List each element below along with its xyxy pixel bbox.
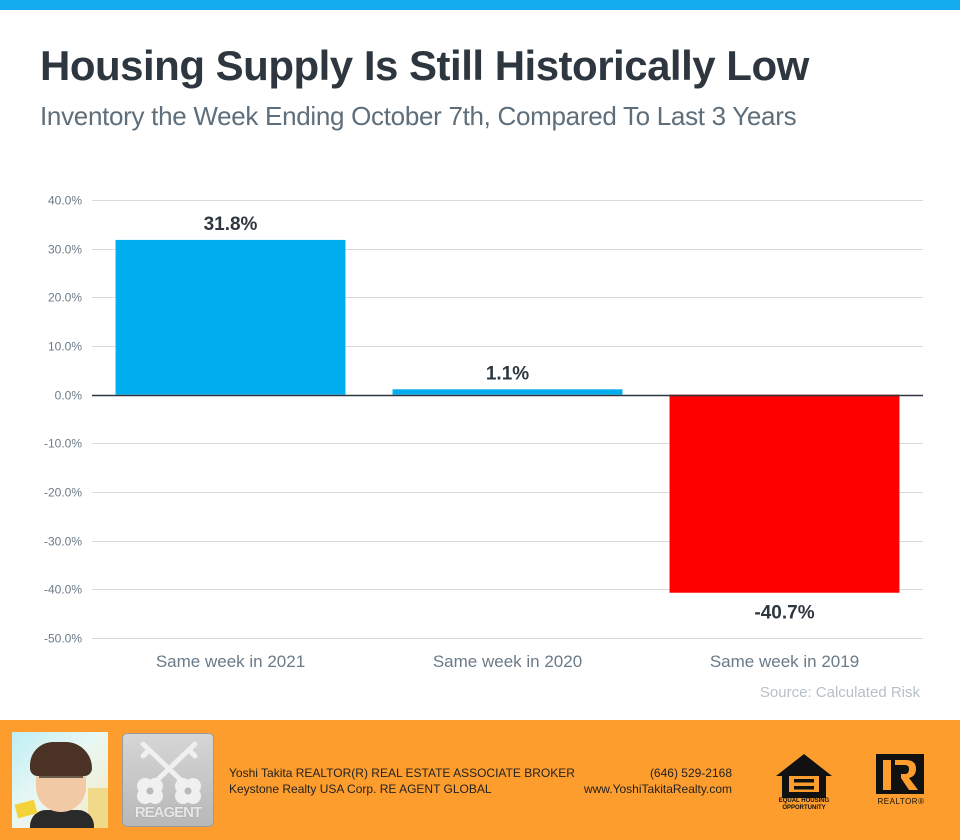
agent-website-link[interactable]: www.YoshiTakitaRealty.com	[583, 782, 732, 796]
photo-glasses	[39, 776, 83, 786]
data-label: 1.1%	[486, 363, 529, 384]
y-tick-label: -40.0%	[44, 583, 82, 597]
x-category-label: Same week in 2019	[710, 652, 859, 671]
y-axis-ticks: 40.0% 30.0% 20.0% 10.0% 0.0% -10.0% -20.0% -30.…	[44, 194, 82, 646]
photo-hair	[30, 742, 92, 776]
data-label: 31.8%	[204, 214, 258, 235]
y-tick-label: -50.0%	[44, 632, 82, 646]
photo-house	[88, 788, 108, 828]
agent-contact: (646) 529-2168 www.YoshiTakitaRealty.com	[584, 765, 732, 797]
bar	[669, 394, 900, 593]
equal-housing-text-line1: EQUAL HOUSING	[778, 798, 830, 804]
bar-chart: 40.0% 30.0% 20.0% 10.0% 0.0% -10.0% -20.0% -30.…	[44, 194, 923, 671]
y-tick-label: -30.0%	[44, 535, 82, 549]
agent-name-line: Yoshi Takita REALTOR(R) REAL ESTATE ASSO…	[229, 766, 575, 780]
bar	[115, 239, 346, 395]
realtor-icon	[876, 754, 924, 794]
y-tick-label: -20.0%	[44, 486, 82, 500]
y-tick-label: 30.0%	[48, 243, 82, 257]
top-stripe	[0, 0, 960, 10]
y-tick-label: 20.0%	[48, 291, 82, 305]
data-label: -40.7%	[754, 603, 814, 624]
page-subtitle: Inventory the Week Ending October 7th, C…	[40, 101, 797, 131]
agent-company-line: Keystone Realty USA Corp. RE AGENT GLOBA…	[229, 782, 492, 796]
bar	[392, 389, 623, 395]
reagent-logo: REAGENT	[122, 733, 214, 827]
y-tick-label: -10.0%	[44, 437, 82, 451]
y-tick-label: 0.0%	[55, 389, 83, 403]
equal-housing-text: EQUAL HOUSING OPPORTUNITY	[774, 798, 834, 812]
data-labels: 31.8% 1.1% -40.7%	[204, 214, 815, 624]
agent-phone[interactable]: (646) 529-2168	[649, 766, 732, 780]
realtor-text: REALTOR®	[877, 797, 925, 806]
source-note: Source: Calculated Risk	[759, 684, 920, 701]
equal-housing-text-line2: OPPORTUNITY	[782, 805, 826, 811]
x-category-label: Same week in 2021	[156, 652, 305, 671]
photo-body	[30, 810, 94, 828]
page-title: Housing Supply Is Still Historically Low	[40, 42, 809, 89]
agent-photo	[12, 732, 108, 828]
y-tick-label: 40.0%	[48, 194, 82, 208]
agent-info: Yoshi Takita REALTOR(R) REAL ESTATE ASSO…	[229, 765, 575, 797]
equal-housing-icon	[776, 754, 832, 798]
x-axis-categories: Same week in 2021 Same week in 2020 Same w…	[156, 652, 859, 671]
crossed-keys-icon	[137, 741, 201, 804]
y-tick-label: 10.0%	[48, 340, 82, 354]
x-category-label: Same week in 2020	[433, 652, 582, 671]
bars	[115, 239, 900, 593]
reagent-logo-text: REAGENT	[134, 804, 202, 821]
